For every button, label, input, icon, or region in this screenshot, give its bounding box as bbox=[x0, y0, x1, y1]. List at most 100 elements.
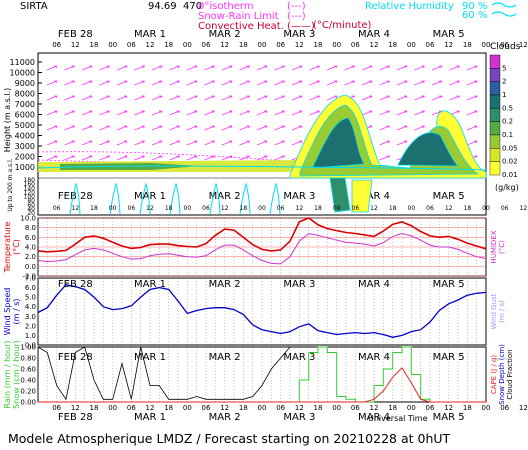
legend-right: Relative Humidity 90 %60 % bbox=[365, 1, 517, 21]
wind-arrowhead bbox=[229, 95, 233, 99]
wind-arrowhead bbox=[211, 65, 215, 69]
colorbar-swatch bbox=[489, 54, 501, 69]
wind-arrowhead bbox=[89, 65, 93, 69]
wind-arrow bbox=[361, 95, 373, 101]
wind-arrowhead bbox=[369, 95, 373, 99]
y-tick-label: 6.0 bbox=[25, 284, 36, 292]
wind-arrow bbox=[256, 65, 268, 71]
panel1-hour-label: 12 bbox=[72, 205, 80, 212]
cloud-panel: 1100010000900080007000600050004000300020… bbox=[3, 52, 527, 217]
height-tick-label: 11000 bbox=[10, 58, 35, 67]
panel3-day-label: MAR 2 bbox=[209, 279, 241, 290]
wind-arrow bbox=[186, 95, 198, 101]
wind-arrowhead bbox=[369, 65, 373, 69]
wind-arrowhead bbox=[369, 80, 373, 84]
panel1-hour-label: 06 bbox=[426, 205, 434, 212]
wind-arrowhead bbox=[54, 125, 58, 129]
top-hour-label: 06 bbox=[127, 41, 136, 49]
low-height-tick-label: 60 bbox=[27, 202, 35, 209]
panel1-hour-label: 18 bbox=[389, 205, 397, 212]
wind-arrow bbox=[396, 125, 408, 131]
wind-arrowhead bbox=[194, 110, 198, 114]
wind-arrowhead bbox=[89, 140, 93, 144]
wind-arrow bbox=[186, 155, 198, 161]
wind-arrow bbox=[64, 140, 75, 146]
wind-arrowhead bbox=[89, 155, 93, 159]
y-tick-label: 2.0 bbox=[25, 322, 36, 330]
cloud-core-2 bbox=[397, 132, 459, 167]
cloud-lowlevel-1 bbox=[329, 177, 351, 213]
wind-arrowhead bbox=[106, 95, 110, 99]
top-hour-label: 18 bbox=[388, 41, 397, 49]
wind-arrowhead bbox=[474, 125, 478, 129]
bottom-hour-label: 00 bbox=[332, 404, 341, 412]
top-day-label: MAR 1 bbox=[134, 29, 166, 40]
top-hour-label: 06 bbox=[52, 41, 61, 49]
bottom-day-label: FEB 28 bbox=[58, 412, 93, 423]
colorbar-level: 2 bbox=[502, 78, 506, 86]
bottom-hour-label: 00 bbox=[258, 404, 267, 412]
panel1-day-label: MAR 4 bbox=[358, 191, 390, 202]
top-hour-label: 12 bbox=[519, 41, 528, 49]
wind-arrow bbox=[186, 125, 198, 131]
wind-arrowhead bbox=[71, 140, 75, 144]
wind-arrow bbox=[99, 95, 110, 101]
height-tick-label: 2000 bbox=[15, 153, 35, 162]
bottom-hour-label: 00 bbox=[407, 404, 416, 412]
wind-arrowhead bbox=[404, 80, 408, 84]
colorbar-level: 0.5 bbox=[502, 104, 513, 112]
wind-arrowhead bbox=[141, 95, 145, 99]
bottom-hour-label: 12 bbox=[444, 404, 453, 412]
wind-arrowhead bbox=[264, 65, 268, 69]
wind-arrowhead bbox=[159, 140, 163, 144]
wind-arrow bbox=[204, 80, 215, 86]
wind-arrow bbox=[116, 140, 128, 146]
legend-right-line bbox=[491, 2, 517, 8]
legend-left-label: Convective Heat. bbox=[198, 21, 284, 32]
wind-arrow bbox=[326, 80, 338, 86]
cloud-ylabel: Height (m a.s.l.) bbox=[3, 88, 12, 153]
bottom-hour-label: 18 bbox=[388, 404, 397, 412]
wind-arrowhead bbox=[176, 80, 180, 84]
wind-arrow bbox=[221, 80, 233, 86]
wind-arrowhead bbox=[281, 65, 285, 69]
wind-arrow bbox=[134, 110, 145, 116]
wind-arrow bbox=[361, 80, 373, 86]
wind-arrow bbox=[46, 110, 58, 116]
wind-arrow bbox=[64, 65, 75, 71]
y-tick-label: 4.0 bbox=[25, 303, 36, 311]
universal-time-label: Universal Time bbox=[368, 414, 428, 423]
wind-arrow bbox=[46, 125, 58, 131]
wind-arrowhead bbox=[316, 95, 320, 99]
wind-arrow bbox=[466, 80, 478, 86]
panel1-day-label: MAR 3 bbox=[283, 191, 315, 202]
wind-arrowhead bbox=[141, 140, 145, 144]
top-hour-label: 00 bbox=[407, 41, 416, 49]
wind-arrowhead bbox=[404, 65, 408, 69]
wind-arrowhead bbox=[404, 125, 408, 129]
wind-arrowhead bbox=[106, 125, 110, 129]
panel4-day-label: MAR 4 bbox=[358, 352, 390, 363]
height-tick-label: 10000 bbox=[10, 69, 35, 78]
wind-arrow bbox=[116, 125, 128, 131]
y-axis-label: Rain (mm / hour) bbox=[3, 340, 12, 408]
wind-arrowhead bbox=[316, 65, 320, 69]
cloud-plot-frame bbox=[37, 52, 487, 216]
wind-arrow bbox=[204, 140, 215, 146]
low-height-tick-label: 100 bbox=[24, 194, 36, 201]
wind-arrow bbox=[379, 65, 390, 71]
y-tick-label: 1.0 bbox=[25, 332, 36, 340]
wind-arrowhead bbox=[281, 140, 285, 144]
wind-arrow bbox=[256, 125, 268, 131]
wind-arrow bbox=[186, 80, 198, 86]
height-tick-label: 9000 bbox=[15, 79, 35, 88]
wind-arrow bbox=[151, 125, 163, 131]
top-day-label: MAR 3 bbox=[283, 29, 315, 40]
wind-arrow bbox=[326, 65, 338, 71]
wind-arrowhead bbox=[334, 80, 338, 84]
bottom-hour-label: 18 bbox=[314, 404, 323, 412]
wind-arrow bbox=[414, 95, 425, 101]
wind-arrow bbox=[99, 140, 110, 146]
panel1-hour-label: 00 bbox=[482, 205, 490, 212]
y-tick-label: 0.0 bbox=[25, 263, 36, 271]
